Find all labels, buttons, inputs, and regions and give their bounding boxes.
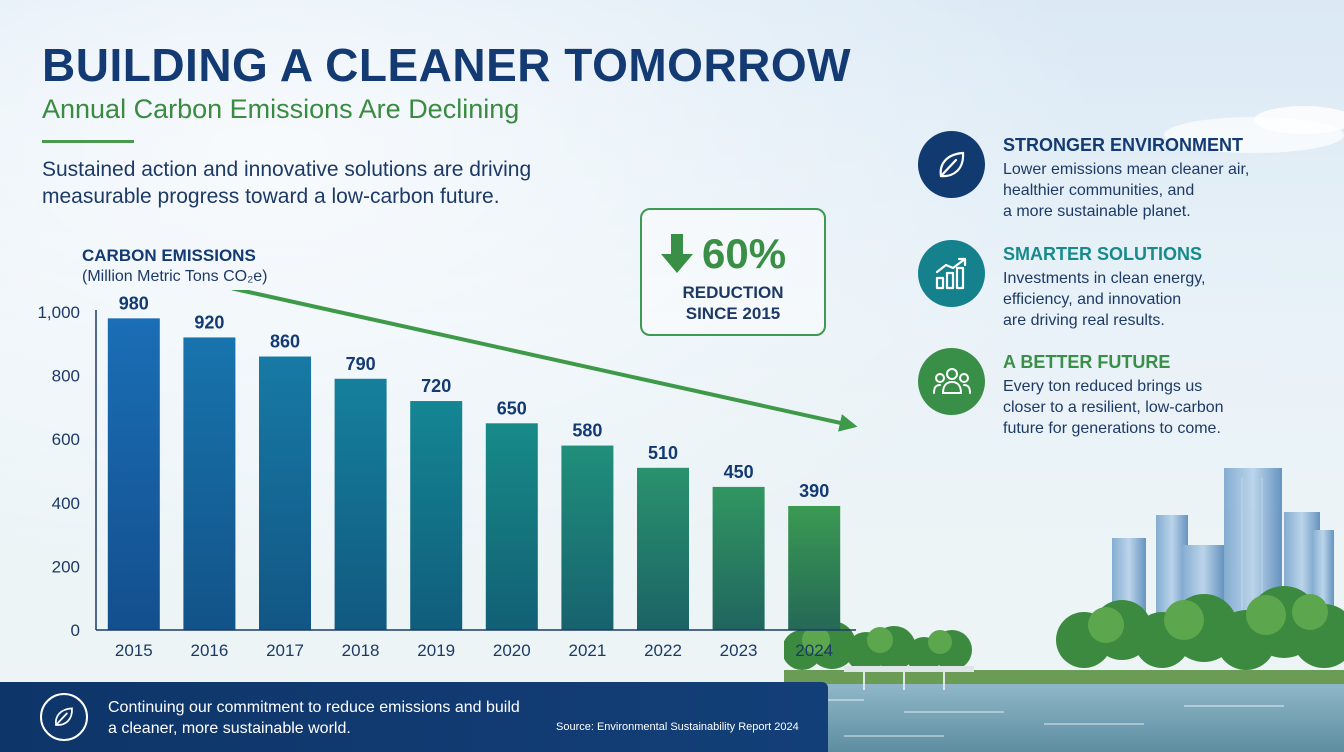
x-tick-label-2021: 2021 [568,641,606,660]
data-label-2019: 720 [421,376,451,396]
city-skyline-illustration [784,106,1344,752]
y-tick-label-600: 600 [52,430,80,449]
intro-text: Sustained action and innovative solution… [42,158,532,208]
y-tick-label-0: 0 [71,621,80,640]
y-tick-label-800: 800 [52,367,80,386]
bar-2023 [712,486,765,630]
growth-chart-icon [918,240,985,307]
x-tick-label-2022: 2022 [644,641,682,660]
benefit-text: Lower emissions mean cleaner air, health… [1003,161,1250,220]
data-label-2018: 790 [346,354,376,374]
x-tick-label-2019: 2019 [417,641,455,660]
emissions-bar-chart: 980 2015 920 2016 860 2017 790 2018 720 2019 650 20… [37,290,858,660]
bar-2019 [410,401,463,630]
benefit-better-future: A BETTER FUTURE Every ton reduced brings… [918,348,1338,458]
data-label-2023: 450 [724,462,754,482]
x-tick-label-2023: 2023 [720,641,758,660]
data-label-2024: 390 [799,481,829,501]
community-icon [918,348,985,415]
data-label-2017: 860 [270,332,300,352]
benefit-title: STRONGER ENVIRONMENT [1003,135,1244,155]
bar-2017 [259,356,311,630]
source-citation: Source: Environmental Sustainability Rep… [556,721,799,733]
bar-2016 [183,337,236,630]
title-divider [42,140,134,143]
benefit-text: Investments in clean energy, efficiency,… [1003,270,1206,329]
benefit-stronger-environment: STRONGER ENVIRONMENT Lower emissions mea… [918,131,1338,241]
arrow-down-icon [661,234,693,273]
reduction-callout: 60% REDUCTION SINCE 2015 [640,208,826,336]
data-label-2020: 650 [497,398,527,418]
reduction-value: 60% [702,230,787,277]
leaf-icon [40,693,88,741]
bar-2018 [334,378,387,630]
y-tick-label-400: 400 [52,494,80,513]
y-tick-label-200: 200 [52,557,80,576]
y-tick-label-1,000: 1,000 [37,303,80,322]
footer-banner: Continuing our commitment to reduce emis… [0,682,828,752]
data-label-2016: 920 [194,312,224,332]
trend-arrow [231,290,858,432]
chart-title: CARBON EMISSIONS [82,246,256,265]
x-tick-label-2018: 2018 [342,641,380,660]
reduction-label: REDUCTION SINCE 2015 [682,283,784,323]
x-tick-label-2015: 2015 [115,641,153,660]
benefit-text: Every ton reduced brings us closer to a … [1003,378,1224,437]
x-tick-label-2017: 2017 [266,641,304,660]
footer-text: Continuing our commitment to reduce emis… [108,699,520,737]
page-title: BUILDING A CLEANER TOMORROW [42,39,852,91]
x-tick-label-2020: 2020 [493,641,531,660]
chart-y-axis-label: (Million Metric Tons CO₂e) [82,268,268,285]
bar-2022 [637,467,689,630]
x-tick-label-2024: 2024 [795,641,833,660]
benefit-smarter-solutions: SMARTER SOLUTIONS Investments in clean e… [918,240,1338,350]
bar-2015 [107,318,160,630]
bar-2024 [788,505,841,630]
x-tick-label-2016: 2016 [190,641,228,660]
benefit-title: A BETTER FUTURE [1003,352,1171,372]
bar-2020 [485,423,538,630]
benefit-title: SMARTER SOLUTIONS [1003,244,1203,264]
leaf-icon [918,131,985,198]
data-label-2022: 510 [648,443,678,463]
data-label-2021: 580 [572,421,602,441]
bar-2021 [561,445,614,630]
page-subtitle: Annual Carbon Emissions Are Declining [42,94,520,124]
data-label-2015: 980 [119,293,149,313]
